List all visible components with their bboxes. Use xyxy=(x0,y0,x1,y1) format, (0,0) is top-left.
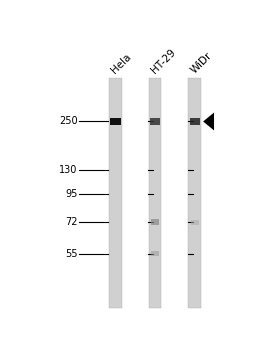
Bar xyxy=(188,78,201,308)
Bar xyxy=(150,118,160,125)
Bar xyxy=(151,251,159,256)
Bar xyxy=(189,118,200,125)
Polygon shape xyxy=(203,113,214,130)
Text: 250: 250 xyxy=(59,117,78,126)
Text: 72: 72 xyxy=(65,217,78,227)
Text: 95: 95 xyxy=(65,189,78,199)
Text: WiDr: WiDr xyxy=(189,50,214,76)
Bar xyxy=(110,118,121,125)
Text: Hela: Hela xyxy=(109,52,133,76)
Bar xyxy=(109,78,122,308)
Text: 130: 130 xyxy=(59,165,78,175)
Text: 55: 55 xyxy=(65,249,78,259)
Bar xyxy=(148,78,162,308)
Bar xyxy=(151,219,159,226)
Bar xyxy=(191,220,199,225)
Text: HT-29: HT-29 xyxy=(149,47,177,76)
